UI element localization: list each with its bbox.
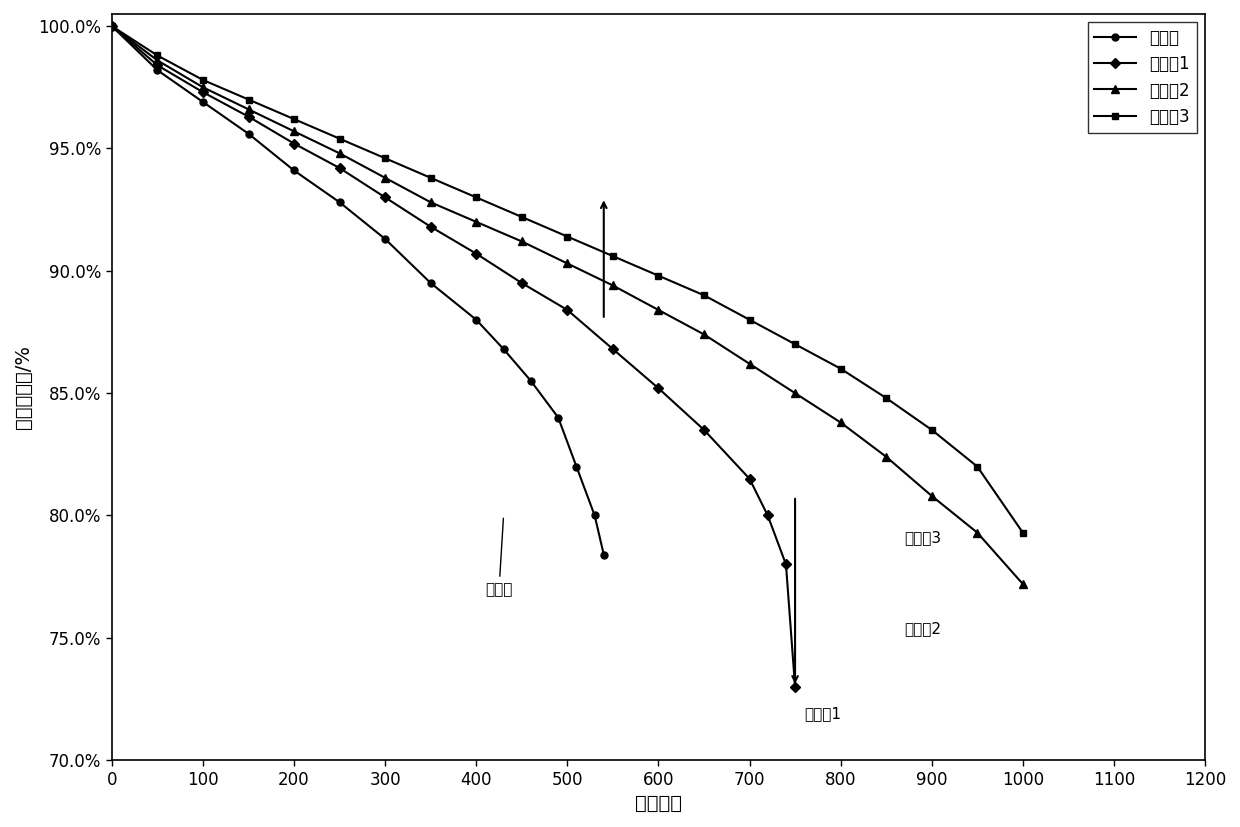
实施例2: [970, 528, 985, 538]
实施例1: [423, 222, 438, 232]
实施例2: [742, 359, 756, 369]
实施例2: [1016, 579, 1030, 589]
实施例3: [286, 114, 301, 124]
实施例1: [779, 559, 794, 569]
实施例3: [742, 315, 756, 325]
实施例2: [241, 104, 255, 114]
Line: 实施例1: 实施例1: [108, 22, 799, 691]
对比例: [496, 344, 511, 354]
Text: 实施例3: 实施例3: [904, 530, 941, 545]
Y-axis label: 容量保持率/%: 容量保持率/%: [14, 345, 33, 429]
实施例3: [241, 94, 255, 104]
实施例3: [787, 339, 802, 349]
实施例3: [605, 251, 620, 261]
实施例2: [833, 418, 848, 428]
实施例3: [1016, 528, 1030, 538]
实施例3: [970, 461, 985, 471]
对比例: [332, 198, 347, 208]
实施例1: [469, 249, 484, 259]
实施例2: [150, 55, 165, 65]
实施例2: [924, 491, 939, 501]
对比例: [286, 165, 301, 175]
对比例: [104, 22, 119, 31]
实施例1: [515, 278, 529, 288]
实施例1: [787, 681, 802, 691]
实施例2: [378, 173, 393, 183]
实施例1: [697, 425, 712, 435]
实施例1: [378, 193, 393, 203]
实施例2: [196, 83, 211, 93]
实施例2: [104, 22, 119, 31]
实施例2: [651, 305, 666, 315]
实施例3: [833, 364, 848, 374]
实施例3: [104, 22, 119, 31]
实施例1: [605, 344, 620, 354]
对比例: [588, 510, 603, 520]
实施例1: [104, 22, 119, 31]
实施例3: [560, 232, 575, 241]
实施例1: [560, 305, 575, 315]
实施例1: [150, 60, 165, 70]
实施例3: [515, 212, 529, 222]
实施例2: [423, 198, 438, 208]
实施例1: [760, 510, 775, 520]
Legend: 对比例, 实施例1, 实施例2, 实施例3: 对比例, 实施例1, 实施例2, 实施例3: [1087, 22, 1197, 132]
对比例: [523, 376, 538, 386]
Line: 对比例: 对比例: [108, 22, 608, 558]
对比例: [241, 129, 255, 139]
对比例: [596, 550, 611, 560]
实施例2: [332, 148, 347, 158]
X-axis label: 循环周次: 循环周次: [635, 794, 682, 813]
实施例3: [378, 153, 393, 163]
实施例1: [332, 163, 347, 173]
实施例1: [286, 139, 301, 149]
对比例: [196, 97, 211, 107]
Text: 对比例: 对比例: [485, 519, 512, 597]
实施例1: [742, 474, 756, 484]
实施例1: [241, 112, 255, 122]
实施例3: [697, 290, 712, 300]
实施例1: [651, 383, 666, 393]
实施例3: [196, 75, 211, 85]
Line: 实施例2: 实施例2: [108, 22, 1027, 588]
实施例3: [924, 425, 939, 435]
实施例3: [651, 270, 666, 280]
实施例2: [286, 127, 301, 136]
实施例2: [469, 217, 484, 227]
实施例3: [879, 393, 894, 403]
实施例3: [332, 134, 347, 144]
Text: 实施例1: 实施例1: [805, 706, 841, 721]
Text: 实施例2: 实施例2: [904, 621, 941, 636]
实施例2: [879, 452, 894, 461]
实施例2: [787, 388, 802, 398]
实施例2: [515, 237, 529, 246]
实施例2: [560, 259, 575, 269]
对比例: [423, 278, 438, 288]
对比例: [469, 315, 484, 325]
Line: 实施例3: 实施例3: [108, 22, 1027, 536]
实施例3: [150, 50, 165, 60]
实施例2: [697, 329, 712, 339]
对比例: [569, 461, 584, 471]
实施例1: [196, 87, 211, 97]
实施例3: [423, 173, 438, 183]
对比例: [378, 234, 393, 244]
实施例2: [605, 280, 620, 290]
实施例3: [469, 193, 484, 203]
对比例: [150, 65, 165, 75]
对比例: [551, 413, 565, 423]
